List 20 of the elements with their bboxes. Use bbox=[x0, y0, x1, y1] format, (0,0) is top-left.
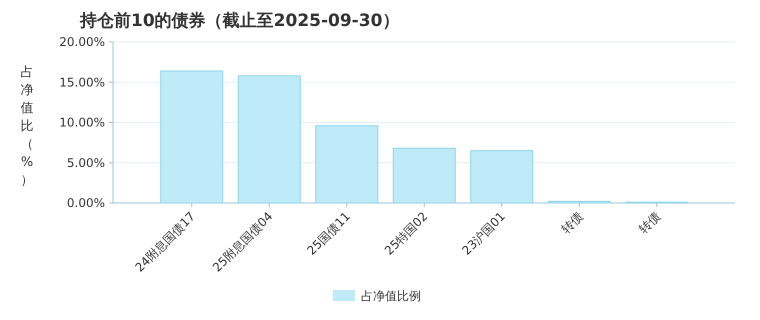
y-tick-label: 5.00% bbox=[66, 156, 105, 170]
y-tick-label: 15.00% bbox=[59, 75, 105, 90]
bar bbox=[315, 125, 378, 204]
y-tick-label: 0.00% bbox=[66, 196, 105, 210]
bar bbox=[470, 150, 534, 204]
x-tick-label: 转债 bbox=[636, 209, 663, 236]
x-tick-label: 25特国02 bbox=[382, 209, 430, 258]
y-tick-label: 10.00% bbox=[59, 116, 105, 130]
x-tick-label: 转债 bbox=[558, 209, 586, 236]
x-tick-label: 25国债11 bbox=[304, 209, 353, 258]
x-tick-label: 23沪国01 bbox=[459, 209, 508, 258]
bar bbox=[392, 148, 456, 204]
x-tick-label: 25附息国债04 bbox=[210, 209, 276, 275]
y-axis-title: 占净值比（%） bbox=[20, 65, 34, 188]
chart-title: 持仓前10的债券（截止至2025-09-30） bbox=[79, 11, 400, 31]
legend-label: 占净值比例 bbox=[361, 289, 421, 303]
bar bbox=[160, 70, 224, 204]
bar bbox=[238, 75, 301, 204]
y-tick-label: 20.00% bbox=[59, 35, 105, 49]
x-tick-label: 24附息国债17 bbox=[132, 209, 198, 275]
